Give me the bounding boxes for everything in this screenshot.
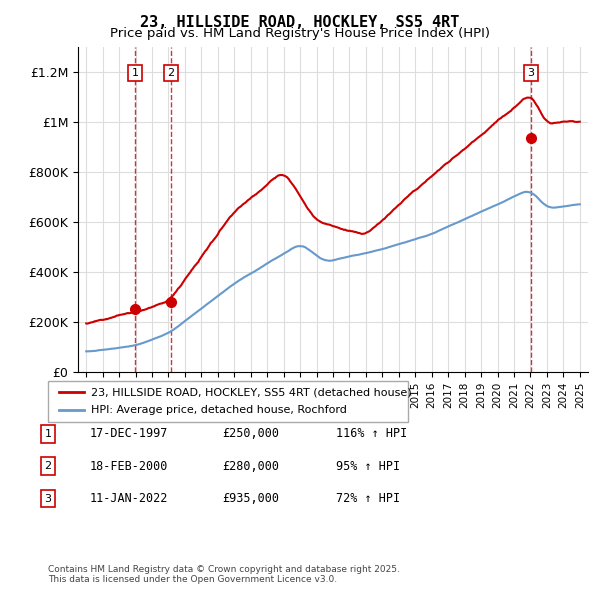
Text: £250,000: £250,000	[222, 427, 279, 440]
Text: 18-FEB-2000: 18-FEB-2000	[90, 460, 169, 473]
Text: 23, HILLSIDE ROAD, HOCKLEY, SS5 4RT (detached house): 23, HILLSIDE ROAD, HOCKLEY, SS5 4RT (det…	[91, 387, 412, 397]
Text: Price paid vs. HM Land Registry's House Price Index (HPI): Price paid vs. HM Land Registry's House …	[110, 27, 490, 40]
Text: 2: 2	[167, 68, 174, 78]
Text: 116% ↑ HPI: 116% ↑ HPI	[336, 427, 407, 440]
Text: 72% ↑ HPI: 72% ↑ HPI	[336, 492, 400, 505]
Text: 1: 1	[44, 429, 52, 438]
Text: Contains HM Land Registry data © Crown copyright and database right 2025.
This d: Contains HM Land Registry data © Crown c…	[48, 565, 400, 584]
Text: £935,000: £935,000	[222, 492, 279, 505]
FancyBboxPatch shape	[48, 381, 408, 422]
Text: 1: 1	[131, 68, 139, 78]
Text: 3: 3	[44, 494, 52, 503]
Text: 17-DEC-1997: 17-DEC-1997	[90, 427, 169, 440]
Text: HPI: Average price, detached house, Rochford: HPI: Average price, detached house, Roch…	[91, 405, 347, 415]
Text: 11-JAN-2022: 11-JAN-2022	[90, 492, 169, 505]
Text: 2: 2	[44, 461, 52, 471]
Text: 95% ↑ HPI: 95% ↑ HPI	[336, 460, 400, 473]
Text: £280,000: £280,000	[222, 460, 279, 473]
Text: 3: 3	[527, 68, 535, 78]
Text: 23, HILLSIDE ROAD, HOCKLEY, SS5 4RT: 23, HILLSIDE ROAD, HOCKLEY, SS5 4RT	[140, 15, 460, 30]
